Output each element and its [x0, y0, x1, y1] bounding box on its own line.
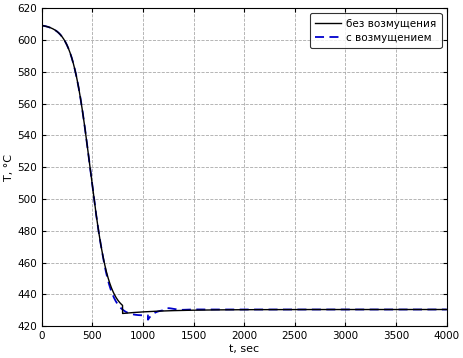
с возмущением — [281, 308, 287, 312]
без возмущения — [281, 308, 287, 312]
с возмущением — [145, 318, 150, 322]
без возмущения — [193, 308, 199, 312]
без возмущения — [302, 308, 307, 312]
Line: без возмущения: без возмущения — [42, 25, 446, 314]
с возмущением — [443, 308, 449, 312]
Legend: без возмущения, с возмущением: без возмущения, с возмущением — [309, 13, 441, 48]
X-axis label: t, sec: t, sec — [229, 344, 259, 354]
с возмущением — [112, 298, 118, 302]
без возмущения — [39, 23, 44, 28]
без возмущения — [371, 308, 377, 312]
с возмущением — [193, 307, 199, 311]
без возмущения — [443, 308, 449, 312]
Y-axis label: T, °C: T, °C — [4, 154, 14, 181]
без возмущения — [340, 308, 346, 312]
без возмущения — [112, 294, 118, 298]
с возмущением — [371, 308, 377, 312]
без возмущения — [119, 311, 125, 316]
с возмущением — [302, 308, 307, 312]
Line: с возмущением: с возмущением — [42, 25, 446, 320]
с возмущением — [39, 23, 44, 28]
с возмущением — [340, 308, 346, 312]
